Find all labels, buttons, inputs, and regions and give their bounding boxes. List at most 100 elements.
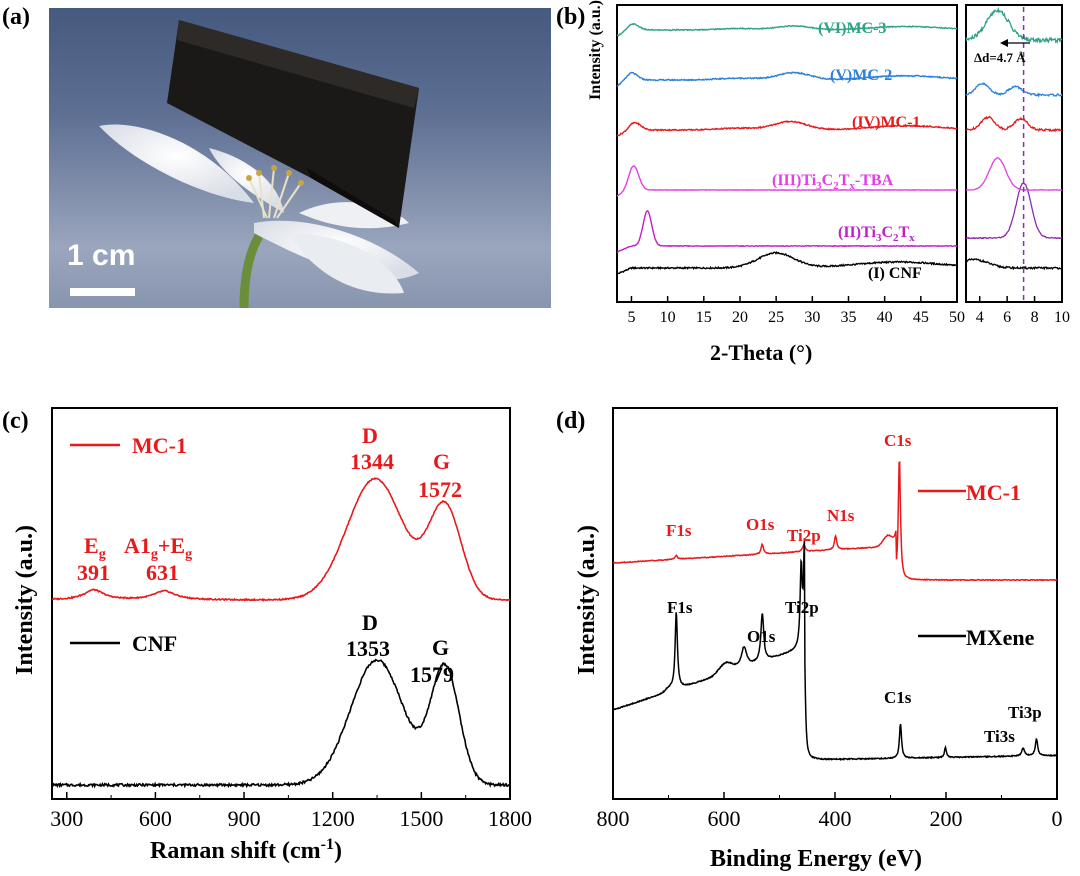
c-ylabel: Intensity (a.u.) [12,525,38,675]
b-label-mc2: (V)MC-2 [830,67,892,84]
d-ann-mc1-C1s: C1s [884,431,912,450]
b-xtick-label-3: 20 [732,309,748,326]
c-series-cnf [51,658,511,789]
b-main-frame [616,4,958,303]
chart-b-main: 5 10 15 20 25 30 35 40 45 50 Intensity (a.u.) (VI… [587,0,965,365]
b-label-mc3: (VI)MC-3 [818,20,886,37]
d-ann-mx-O1s: O1s [747,627,776,646]
c-ann-cnf-D: D [362,610,378,635]
c-ann-mc1-391: 391 [77,560,110,585]
petal [289,233,404,294]
b-xtick-label-9: 50 [949,309,965,326]
b-inset-series-5 [965,6,1063,44]
d-xtick-label-3: 200 [930,806,963,831]
stamens [248,167,302,219]
scale-bar-label: 1 cm [67,239,135,272]
petal [209,148,284,213]
d-series-mxene [612,538,1058,762]
b-inset-series-0 [965,257,1063,271]
chart-c: 300 600 900 1200 1500 1800 MC-1 CNF D 1344 G … [12,407,532,864]
c-series-mc1 [51,477,511,602]
d-xtick-label-0: 800 [597,806,630,831]
c-ann-mc1-G: G [433,449,450,474]
scale-bar [70,288,135,296]
d-series-mc1 [612,460,1058,582]
c-xtick-label-3: 1200 [311,806,355,831]
d-ann-mx-Ti3s: Ti3s [984,727,1015,746]
b-inset-frame [965,4,1063,303]
b-xtick-label-6: 35 [840,309,856,326]
c-ann-mc1-Eg: Eg [84,533,106,562]
d-xlabel: Binding Energy (eV) [710,846,922,872]
d-xtick-label-2: 400 [819,806,852,831]
b-label-mc1: (IV)MC-1 [852,114,920,131]
b-inset-series-3 [966,115,1063,133]
chart-d: 800 600 400 200 0 MC-1 MXene F1s O1s Ti2p N1… [574,407,1063,872]
d-ann-mc1-F1s: F1s [666,521,692,540]
c-ann-cnf-G: G [432,635,449,660]
b-inset-series-1 [965,182,1063,240]
b-ylabel: Intensity (a.u.) [587,0,604,100]
d-ylabel: Intensity (a.u.) [574,525,600,675]
c-ann-cnf-1353: 1353 [346,636,390,661]
c-xtick-label-4: 1500 [399,806,443,831]
c-legend-cnf: CNF [132,631,177,656]
b-inset-annotation: Δd=4.7 Å [974,50,1026,65]
anthers [246,165,304,186]
d-ann-mc1-Ti2p: Ti2p [787,526,821,545]
c-ann-mc1-1572: 1572 [418,477,462,502]
d-xtick-label-1: 600 [708,806,741,831]
d-ann-mc1-O1s: O1s [746,515,775,534]
c-legend-mc1: MC-1 [132,433,187,458]
panel-label-a: (a) [2,4,30,30]
chart-b-inset: 4 6 8 10 Δd=4.7 Å [965,4,1070,326]
flower-stem [239,233,263,308]
d-xtick-label-4: 0 [1052,806,1063,831]
photo-panel [49,8,551,308]
b-series-1 [616,209,958,253]
b-xtick-label-8: 45 [913,309,929,326]
c-ann-mc1-D: D [362,423,378,448]
b-label-ti3c2tx: (II)Ti3C2Tx [838,224,915,244]
b-inset-arrowhead [1000,39,1008,47]
b-series-2 [616,164,958,197]
d-legend-mxene: MXene [966,625,1035,650]
b-xtick-label-2: 15 [696,309,712,326]
c-xtick-label-1: 600 [139,806,172,831]
panel-label-d: (d) [556,408,585,434]
b-xtick-label-7: 40 [877,309,893,326]
panel-label-c: (c) [2,408,29,434]
b-label-tba: (III)Ti3C2Tx-TBA [772,172,894,192]
d-ann-mc1-N1s: N1s [827,506,855,525]
d-ann-mx-Ti2p: Ti2p [785,598,819,617]
b-inset-xtick-label-2: 8 [1031,309,1039,326]
b-series-0 [616,251,958,275]
c-frame [51,407,511,800]
b-xlabel: 2-Theta (°) [710,340,812,365]
b-inset-xtick-label-1: 6 [1003,309,1011,326]
petal [99,124,254,203]
b-inset-xtick-label-3: 10 [1054,309,1070,326]
b-inset-xtick-label-0: 4 [976,309,984,326]
b-xtick-label-0: 5 [627,309,635,326]
b-inset-series-2 [965,157,1063,192]
c-xtick-label-2: 900 [228,806,261,831]
b-xtick-label-5: 30 [804,309,820,326]
b-series-5 [616,22,958,37]
c-xtick-label-5: 1800 [488,806,532,831]
c-ann-mc1-A1g: A1g+Eg [124,533,192,562]
d-ann-mx-C1s: C1s [884,688,912,707]
c-ann-mc1-1344: 1344 [350,449,394,474]
c-ann-mc1-631: 631 [146,560,179,585]
d-ann-mx-F1s: F1s [667,598,693,617]
b-label-cnf: (I) CNF [868,265,922,282]
b-xtick-label-1: 10 [660,309,676,326]
c-ann-cnf-1579: 1579 [410,662,454,687]
b-inset-series-4 [965,82,1063,98]
b-series-3 [616,120,958,137]
photo-illustration [99,20,419,308]
b-xtick-label-4: 25 [768,309,784,326]
panel-label-b: (b) [556,4,585,30]
b-series-4 [616,71,958,87]
